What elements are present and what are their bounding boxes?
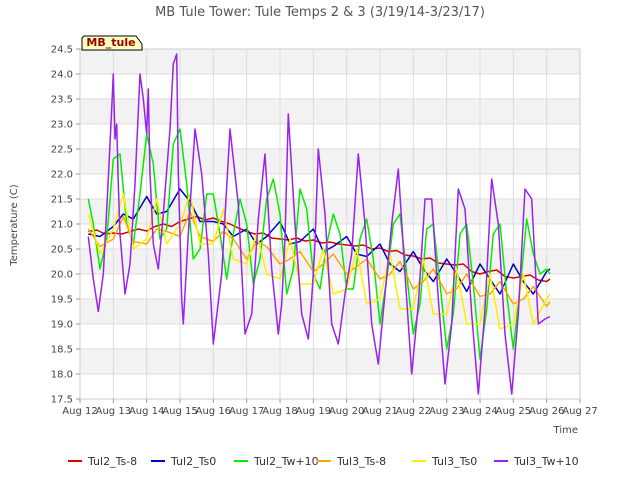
plot-band <box>80 174 580 199</box>
y-tick-label: 17.5 <box>51 395 73 406</box>
x-tick-label: Aug 27 <box>562 406 597 417</box>
legend: Tul2_Ts-8 Tul2_Ts0 Tul2_Tw+10 Tul3_Ts-8 Tul3… <box>68 455 579 468</box>
y-tick-label: 23.5 <box>51 95 73 106</box>
plot-band <box>80 99 580 124</box>
legend-item: Tul2_Ts-8 <box>68 455 137 468</box>
legend-label: Tul3_Ts-8 <box>336 455 386 468</box>
series-line-tul3-ts0 <box>87 193 551 330</box>
x-tick-label: Aug 26 <box>529 406 564 417</box>
y-tick-label: 24.5 <box>51 45 73 56</box>
x-tick-label: Aug 25 <box>496 406 531 417</box>
x-tick-label: Aug 22 <box>396 406 431 417</box>
plot-band <box>80 324 580 349</box>
plot-band <box>80 124 580 149</box>
plot-band <box>80 74 580 99</box>
y-axis-label: Temperature (C) <box>9 184 20 266</box>
series-lines <box>87 53 551 395</box>
plot-band <box>80 49 580 74</box>
y-tick-label: 23.0 <box>51 120 73 131</box>
y-tick-label: 18.0 <box>51 370 73 381</box>
x-tick-label: Aug 20 <box>329 406 364 417</box>
series-line-tul3-ts-8 <box>87 210 551 308</box>
y-tick-label: 22.0 <box>51 170 73 181</box>
y-tick-label: 21.5 <box>51 195 73 206</box>
x-tick-label: Aug 16 <box>196 406 231 417</box>
plot-band <box>80 374 580 399</box>
x-tick-label: Aug 12 <box>62 406 97 417</box>
x-tick-label: Aug 19 <box>296 406 331 417</box>
x-tick-label: Aug 14 <box>129 406 164 417</box>
y-tick-label: 18.5 <box>51 345 73 356</box>
x-tick-label: Aug 24 <box>462 406 497 417</box>
y-tick-label: 22.5 <box>51 145 73 156</box>
station-badge: MB_tule <box>81 35 143 51</box>
x-tick-label: Aug 23 <box>429 406 464 417</box>
y-tick-label: 20.5 <box>51 245 73 256</box>
series-line-tul2-ts-8 <box>88 215 551 283</box>
legend-item: Tul3_Ts0 <box>412 455 477 468</box>
legend-label: Tul3_Ts0 <box>431 455 477 468</box>
plot-band <box>80 149 580 174</box>
legend-label: Tul2_Ts0 <box>170 455 216 468</box>
legend-item: Tul2_Ts0 <box>151 455 216 468</box>
station-badge-label: MB_tule <box>86 36 135 49</box>
legend-item: Tul3_Ts-8 <box>317 455 386 468</box>
x-tick-label: Aug 15 <box>162 406 197 417</box>
series-line-tul3-tw-10 <box>87 53 551 395</box>
legend-label: Tul2_Ts-8 <box>87 455 137 468</box>
x-tick-label: Aug 13 <box>96 406 131 417</box>
chart-title: MB Tule Tower: Tule Temps 2 & 3 (3/19/14… <box>155 5 485 20</box>
y-tick-label: 20.0 <box>51 270 73 281</box>
y-tick-label: 19.5 <box>51 295 73 306</box>
legend-item: Tul3_Tw+10 <box>494 455 579 468</box>
legend-item: Tul2_Tw+10 <box>234 455 319 468</box>
x-tick-label: Aug 21 <box>362 406 397 417</box>
legend-label: Tul3_Tw+10 <box>513 455 579 468</box>
y-tick-label: 24.0 <box>51 70 73 81</box>
y-axis-ticks: 17.5 18.0 18.5 19.0 19.5 20.0 20.5 21.0 21.5 22.0… <box>51 45 80 406</box>
x-tick-label: Aug 17 <box>229 406 264 417</box>
plot-band <box>80 349 580 374</box>
x-axis-label: Time <box>553 425 578 436</box>
y-tick-label: 19.0 <box>51 320 73 331</box>
x-tick-label: Aug 18 <box>262 406 297 417</box>
y-tick-label: 21.0 <box>51 220 73 231</box>
legend-label: Tul2_Tw+10 <box>253 455 319 468</box>
